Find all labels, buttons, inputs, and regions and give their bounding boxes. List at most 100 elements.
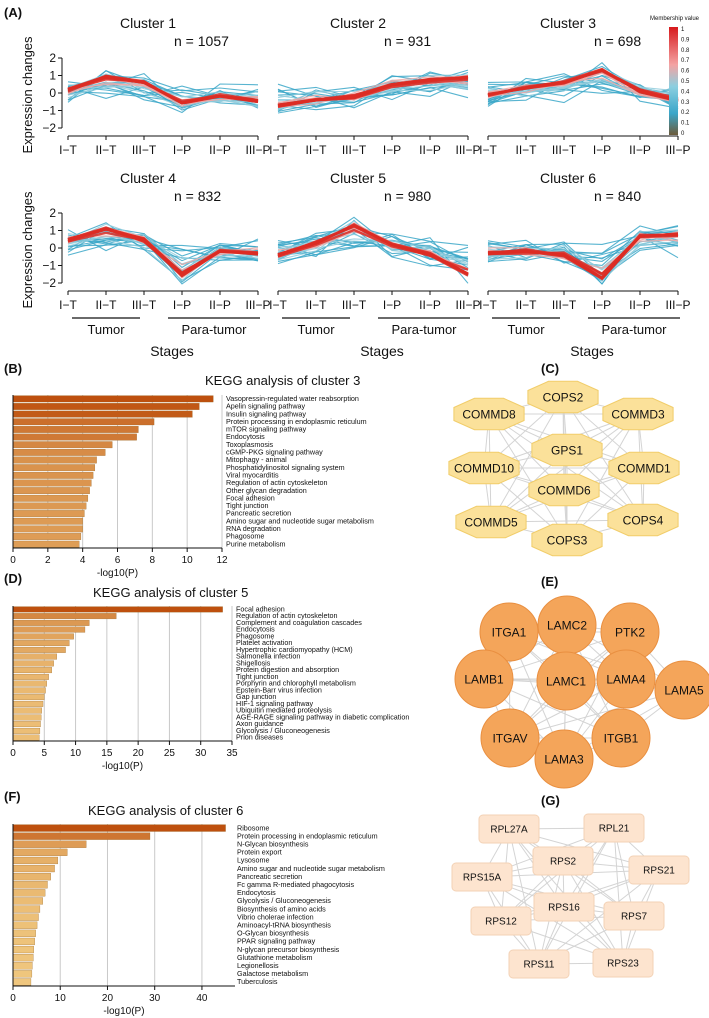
para-tumor-label: Para-tumor [181, 322, 247, 337]
profile-line [277, 223, 469, 276]
colorbar-tick: 0.1 [681, 121, 690, 127]
network-node [480, 708, 540, 768]
x-tick-label: 6 [115, 555, 121, 566]
y-tick-label: 1 [49, 69, 56, 83]
network-node [602, 397, 674, 431]
network-node [527, 380, 599, 414]
node-label: RPL27A [490, 825, 528, 836]
term-label: HIF-1 signaling pathway [236, 699, 314, 708]
x-tick-label: 4 [80, 555, 86, 566]
colorbar-tick: 0.5 [681, 79, 690, 85]
bar [12, 970, 33, 978]
panel-label-a: (A) [4, 5, 22, 20]
bar [12, 626, 86, 633]
bar [12, 954, 34, 962]
profile-line [67, 233, 259, 282]
colorbar-ticks: 1 0.9 0.8 0.7 0.6 0.5 0.4 0.3 0.2 0.1 0 [681, 27, 690, 137]
stages-label: Stages [570, 343, 614, 359]
term-label: Gap junction [236, 692, 276, 701]
kegg-title-cluster5: KEGG analysis of cluster 5 [93, 585, 248, 600]
bar [12, 673, 49, 680]
colorbar [669, 27, 678, 135]
network-c: COPS2 COMMD8 COMMD3 GPS1 COMMD10 COMMD1 COMMD6… [448, 380, 680, 557]
network-node [531, 523, 603, 557]
x-tick-label: I−T [479, 298, 497, 312]
node-label: COMMD3 [611, 408, 665, 422]
x-tick-label: 0 [10, 748, 16, 759]
x-tick-label: III−P [245, 298, 270, 312]
x-tick-label: 2 [45, 555, 51, 566]
x-tick-label: III−T [552, 298, 577, 312]
term-label: Pancreatic secretion [226, 509, 291, 518]
bar [12, 694, 45, 701]
term-label: Purine metabolism [226, 539, 286, 548]
bar [12, 889, 46, 897]
term-label: Apelin signaling pathway [226, 402, 306, 411]
term-label: Amino sugar and nucleotide sugar metabol… [226, 516, 374, 525]
node-label: RPS23 [607, 959, 639, 970]
x-tick-label: I−P [173, 143, 191, 157]
kegg-title-cluster3: KEGG analysis of cluster 3 [205, 373, 360, 388]
network-node [453, 397, 525, 431]
bar [12, 487, 90, 494]
bar [12, 441, 113, 449]
bar [12, 633, 74, 640]
cluster-plot-4: Cluster 4 n = 832 2 1 0 −1 −2I−T II−T III−T I−P II… [42, 170, 270, 312]
cluster-title: Cluster 2 [330, 15, 386, 31]
node-label: LAMC2 [547, 619, 587, 633]
cluster-plot-6: Cluster 6 n = 840 I−T II−T III−T I−P II−P III−P [479, 170, 690, 312]
x-tick-label: II−P [629, 143, 651, 157]
x-tick-label: II−P [209, 143, 231, 157]
x-tick-label: 15 [101, 748, 113, 759]
panel-label-b: (B) [4, 361, 22, 376]
x-tick-label: II−T [515, 298, 537, 312]
x-tick-label: II−T [305, 143, 327, 157]
cluster-count: n = 931 [384, 33, 431, 49]
bar [12, 727, 41, 734]
network-node [508, 949, 570, 979]
colorbar-tick: 1 [681, 27, 685, 33]
network-node [591, 708, 651, 768]
x-tick-label: I−T [269, 298, 287, 312]
node-label: RPS15A [463, 873, 502, 884]
node-label: COMMD1 [617, 462, 671, 476]
cluster-plot-1: Cluster 1 n = 1057 2 1 0 −1 −2I−T II−T III−T I−P I… [42, 15, 270, 157]
term-label: Prion diseases [236, 733, 284, 742]
x-tick-label: 8 [150, 555, 156, 566]
profile-line [277, 245, 469, 271]
network-node [654, 660, 709, 720]
x-tick-label: III−T [552, 143, 577, 157]
term-label: Amino sugar and nucleotide sugar metabol… [237, 864, 385, 873]
node-label: COPS4 [623, 514, 664, 528]
x-tick-label: III−P [665, 298, 690, 312]
network-edge [490, 396, 564, 523]
term-label: Tuberculosis [237, 977, 278, 986]
bar [12, 881, 48, 889]
node-label: COMMD6 [537, 484, 591, 498]
bar [12, 525, 83, 533]
node-label: RPS2 [550, 857, 577, 868]
term-label: Viral myocarditis [226, 470, 279, 479]
x-tick-label: III−T [342, 143, 367, 157]
x-tick-label: III−P [665, 143, 690, 157]
term-label: Hypertrophic cardiomyopathy (HCM) [236, 645, 353, 654]
kegg-title-cluster6: KEGG analysis of cluster 6 [88, 803, 243, 818]
cluster-count: n = 1057 [174, 33, 229, 49]
node-label: LAMC1 [546, 675, 586, 689]
x-tick-label: 10 [70, 748, 82, 759]
cluster-plot-3: Cluster 3 n = 698 I−T II−T III−T I−P II−P III−P [479, 15, 690, 157]
term-label: Vibrio cholerae infection [237, 912, 314, 921]
term-label: Aminoacyl-tRNA biosynthesis [237, 921, 331, 930]
y-tick-label: −2 [42, 276, 56, 290]
node-label: GPS1 [551, 444, 583, 458]
colorbar-tick: 0.4 [681, 89, 690, 95]
network-node [531, 433, 603, 467]
network-edge [566, 413, 639, 541]
tumor-label: Tumor [297, 322, 335, 337]
profile-line [277, 76, 469, 107]
term-label: Phagosome [236, 631, 274, 640]
bar [12, 667, 52, 674]
bar [12, 606, 223, 613]
para-tumor-label: Para-tumor [391, 322, 457, 337]
bar [12, 687, 46, 694]
